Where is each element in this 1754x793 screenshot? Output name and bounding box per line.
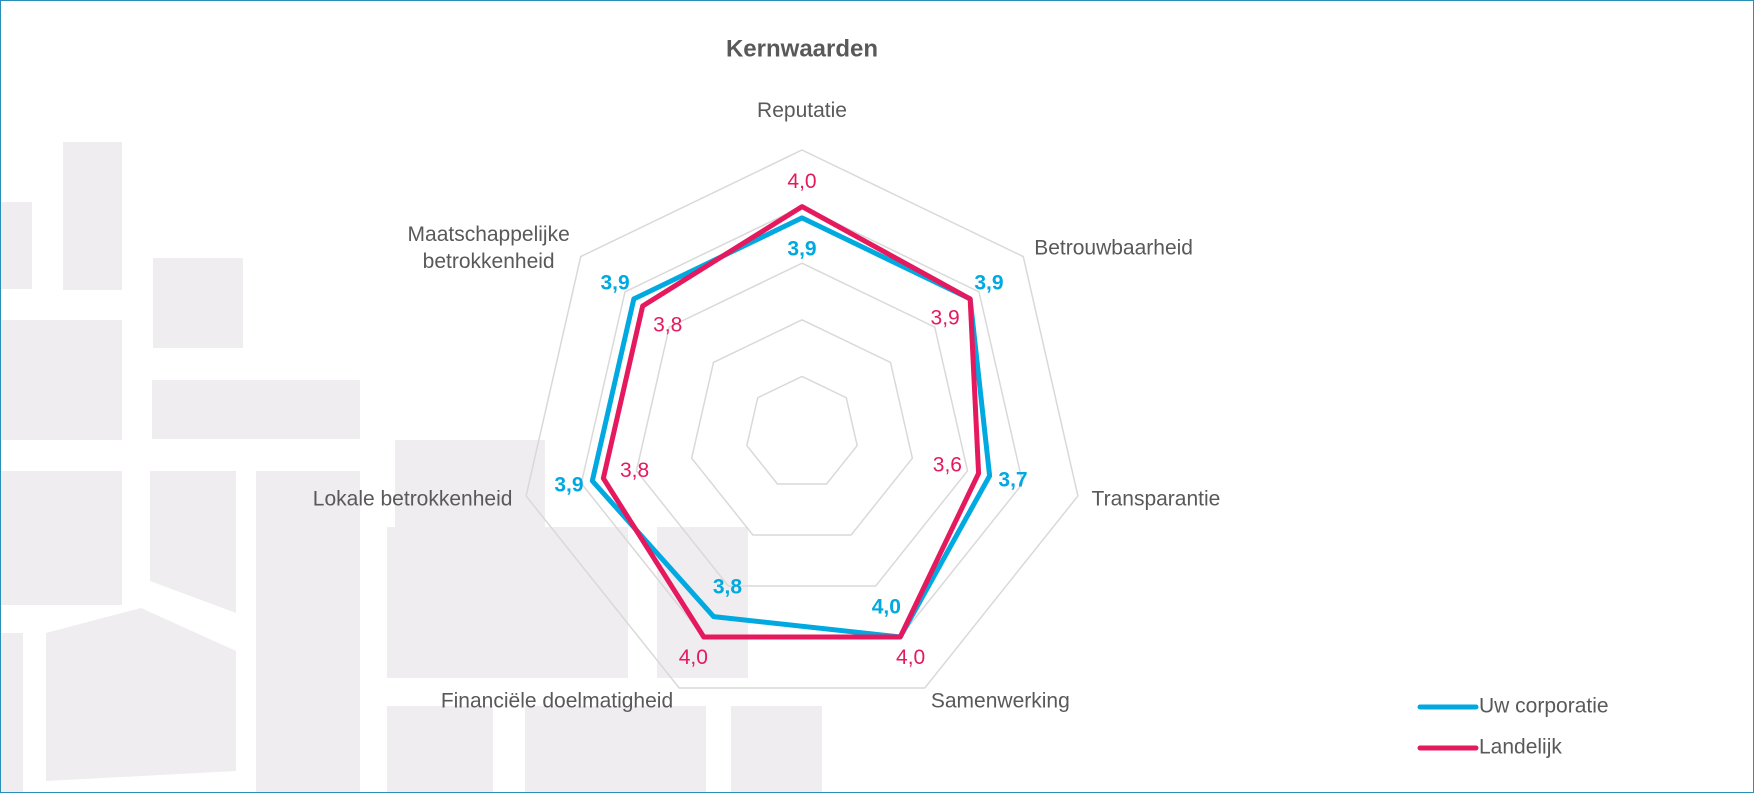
value-label: 3,8 [620,459,649,482]
value-label: 3,6 [933,454,962,477]
series-line [600,204,982,640]
value-label: 4,0 [787,170,816,193]
grid-ring [525,149,1079,689]
background [1,142,822,792]
value-label: 3,9 [554,474,583,497]
value-label: 3,9 [931,306,960,329]
value-label: 4,0 [872,596,901,619]
value-label: 3,7 [998,469,1027,492]
value-label: 3,8 [653,313,682,336]
legend-label: Uw corporatie [1479,695,1609,718]
value-label: 3,8 [713,575,743,598]
chart-title: Kernwaarden [726,35,878,62]
value-label: 4,0 [679,646,708,669]
value-label: 3,9 [974,271,1003,294]
category-label: Financiële doelmatigheid [440,689,674,713]
category-label: Samenwerking [930,689,1070,713]
grid-ring [635,262,969,587]
category-label: Transparantie [1091,487,1221,511]
legend-label: Landelijk [1479,736,1562,759]
value-label: 3,9 [787,237,816,260]
value-label: 3,9 [600,271,629,294]
category-label: Maatschappelijke betrokkenheid [407,222,570,273]
grid-ring [746,375,858,485]
category-label: Lokale betrokkenheid [312,487,513,511]
category-label: Reputatie [757,99,847,122]
value-label: 4,0 [896,646,925,669]
grid-ring [690,318,914,536]
category-label: Betrouwbaarheid [1034,236,1193,260]
